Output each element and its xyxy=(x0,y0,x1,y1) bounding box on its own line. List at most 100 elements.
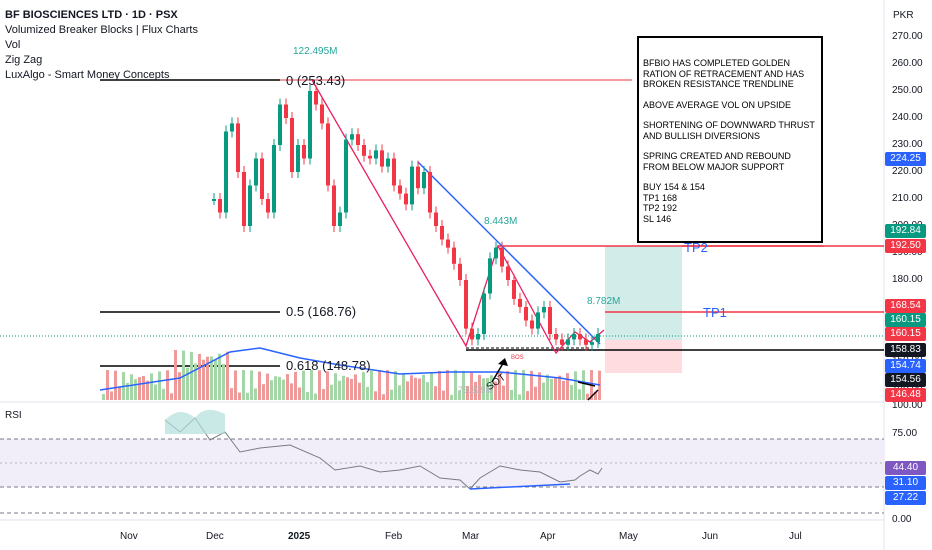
candle-body xyxy=(368,155,372,159)
candle-body xyxy=(542,307,546,313)
candle-body xyxy=(398,185,402,194)
candle-body xyxy=(296,145,300,172)
trade-plan: BUY 154 & 154 TP1 168 TP2 192 SL 146 xyxy=(643,182,816,224)
candle-body xyxy=(284,104,288,118)
candle-body xyxy=(554,334,558,340)
volume-bar xyxy=(106,370,109,400)
volume-bar xyxy=(318,370,321,400)
volume-bar xyxy=(182,350,185,400)
candle-body xyxy=(332,185,336,226)
price-tick: 240.00 xyxy=(892,112,923,123)
candle-body xyxy=(446,239,450,248)
volume-bar xyxy=(594,391,597,400)
bos-label: BOS xyxy=(511,355,524,361)
volume-bar xyxy=(238,392,241,400)
volume-bar xyxy=(458,390,461,400)
candle-body xyxy=(428,172,432,213)
candle-body xyxy=(506,266,510,280)
volume-bar xyxy=(354,374,357,400)
volume-bar xyxy=(254,388,257,400)
plan-line: BUY 154 & 154 xyxy=(643,182,705,192)
volume-bar xyxy=(290,383,293,400)
price-tick: 250.00 xyxy=(892,85,923,96)
volume-bar xyxy=(302,370,305,400)
volume-bar xyxy=(474,381,477,400)
volume-bar xyxy=(394,371,397,400)
sl-zone-red xyxy=(605,340,682,373)
volume-bar xyxy=(234,370,237,400)
volume-bar xyxy=(550,378,553,400)
candle-body xyxy=(482,293,486,334)
candle-body xyxy=(518,298,522,307)
volume-bar xyxy=(306,391,309,400)
price-tick: 140.00 xyxy=(892,382,923,393)
candle-body xyxy=(584,339,588,345)
volume-bar xyxy=(202,359,205,400)
volume-bar xyxy=(206,356,209,400)
rsi-tag: 31.10 xyxy=(885,476,926,490)
volume-bar xyxy=(430,372,433,400)
volume-bar xyxy=(410,375,413,400)
volume-label: 73.329M xyxy=(458,385,494,395)
candle-body xyxy=(302,145,306,159)
volume-bar xyxy=(334,373,337,400)
note-paragraph: BFBIO HAS COMPLETED GOLDEN RATION OF RET… xyxy=(643,58,805,89)
volume-bar xyxy=(470,372,473,400)
volume-bar xyxy=(262,384,265,400)
candle-body xyxy=(230,123,234,132)
volume-bar xyxy=(110,391,113,400)
candle-body xyxy=(254,158,258,186)
candle-body xyxy=(212,199,216,201)
price-tag: 192.50 xyxy=(885,239,926,253)
candle-body xyxy=(350,134,354,140)
volume-bar xyxy=(194,363,197,400)
price-tag: 154.74 xyxy=(885,359,926,373)
volume-bar xyxy=(438,370,441,400)
volume-bar xyxy=(486,377,489,400)
volume-bar xyxy=(162,388,165,400)
indicator-label[interactable]: Volumized Breaker Blocks | Flux Charts xyxy=(5,24,198,36)
volume-bar xyxy=(270,380,273,400)
volume-bar xyxy=(310,370,313,400)
indicator-label[interactable]: LuxAlgo - Smart Money Concepts xyxy=(5,69,170,81)
note-paragraph: SHORTENING OF DOWNWARD THRUST AND BULLIS… xyxy=(643,120,815,141)
candle-body xyxy=(410,166,414,205)
volume-bar xyxy=(274,376,277,400)
volume-bar xyxy=(374,391,377,400)
candle-body xyxy=(392,158,396,186)
volume-bar xyxy=(286,374,289,400)
time-tick: Feb xyxy=(385,531,403,542)
volume-bar xyxy=(250,370,253,400)
candle-body xyxy=(596,334,600,343)
time-tick: Jul xyxy=(789,531,802,542)
price-tag: 158.83 xyxy=(885,343,926,357)
volume-bar xyxy=(166,370,169,400)
volume-bar xyxy=(294,371,297,400)
volume-bar xyxy=(538,372,541,400)
rsi-tag: 27.22 xyxy=(885,491,926,505)
volume-bar xyxy=(366,386,369,400)
analysis-note[interactable]: BFBIO HAS COMPLETED GOLDEN RATION OF RET… xyxy=(637,36,823,243)
candle-body xyxy=(488,258,492,294)
indicator-label[interactable]: Vol xyxy=(5,39,21,51)
volume-bar xyxy=(406,381,409,400)
candle-body xyxy=(572,334,576,340)
time-tick: Mar xyxy=(462,531,480,542)
candle-body xyxy=(452,247,456,264)
indicator-label[interactable]: Zig Zag xyxy=(5,54,43,66)
candle-body xyxy=(512,280,516,299)
candle-body xyxy=(494,247,498,259)
candle-body xyxy=(356,134,360,145)
candle-body xyxy=(422,172,426,189)
volume-bar xyxy=(154,384,157,400)
volume-bar xyxy=(218,353,221,400)
volume-bar xyxy=(142,375,145,400)
volume-bar xyxy=(266,373,269,400)
chart-title: BF BIOSCIENCES LTD · 1D · PSX xyxy=(5,9,178,21)
volume-bar xyxy=(330,384,333,400)
volume-bar xyxy=(298,387,301,400)
rsi-divergence-line xyxy=(469,483,571,490)
volume-bar xyxy=(150,373,153,400)
volume-bar xyxy=(114,370,117,400)
price-tag: 168.54 xyxy=(885,299,926,313)
